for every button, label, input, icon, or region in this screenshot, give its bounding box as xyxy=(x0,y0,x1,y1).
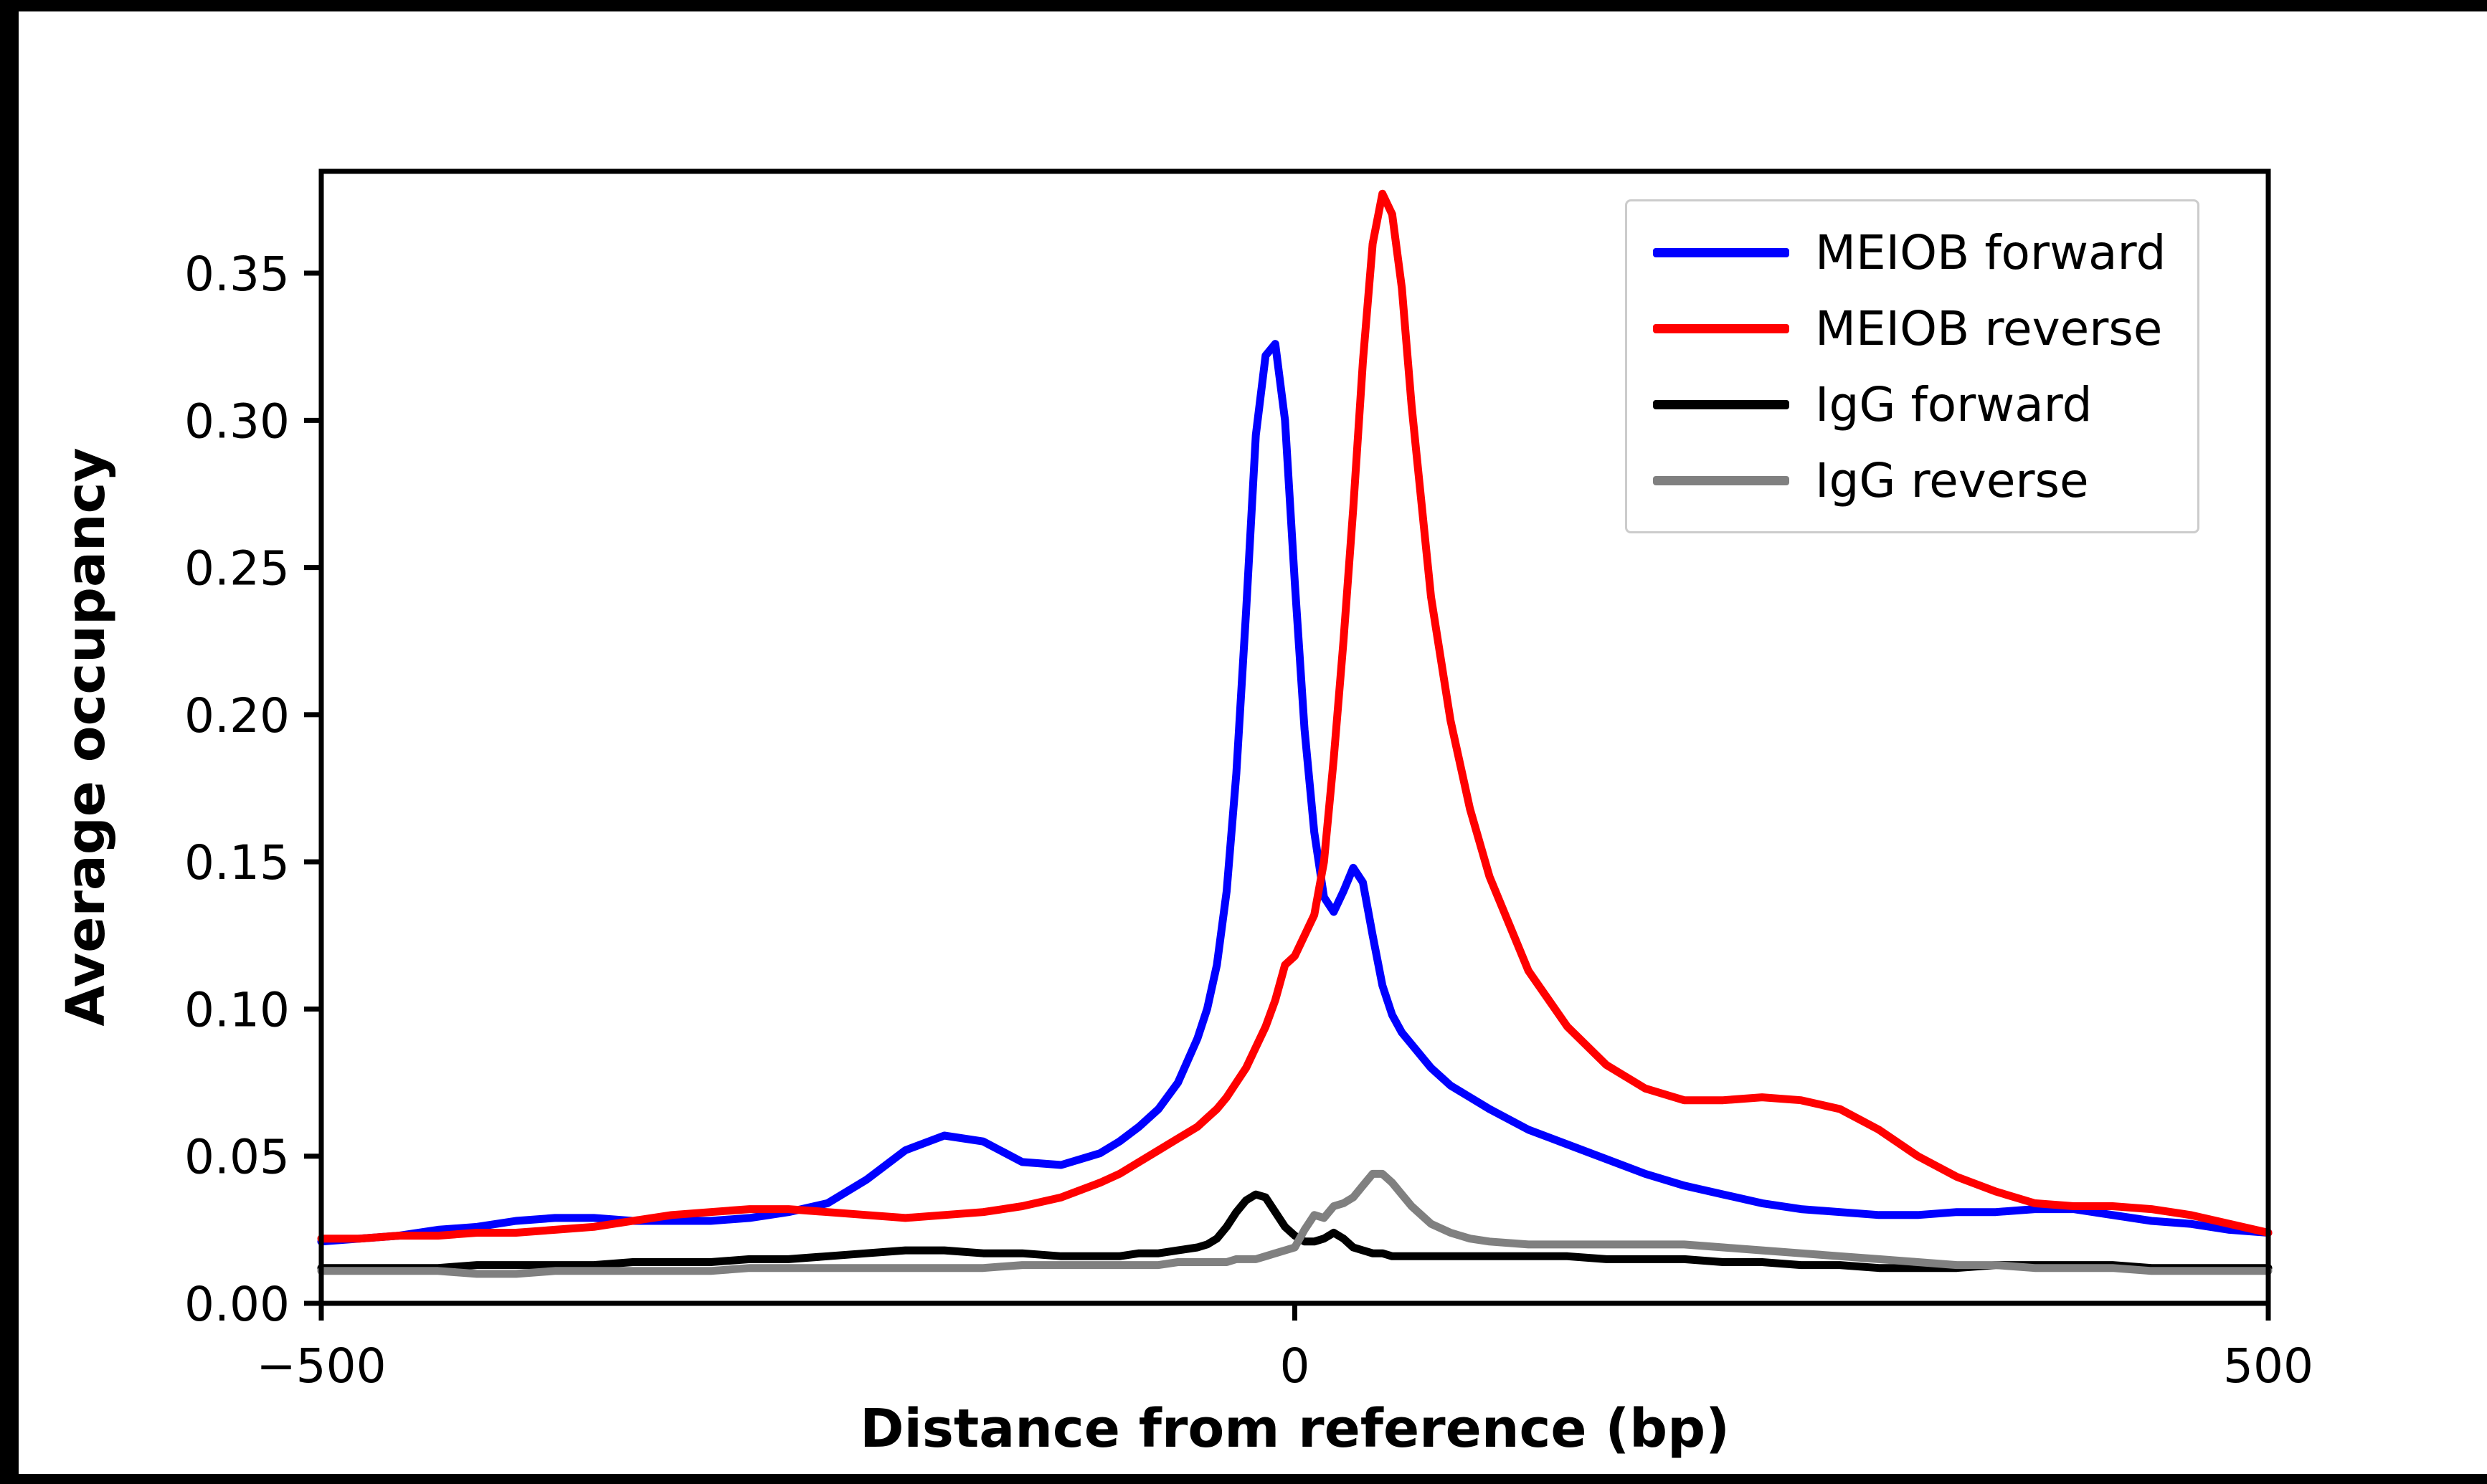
legend-swatch-igg-reverse xyxy=(1653,475,1789,485)
y-tick-label: 0.15 xyxy=(184,835,290,890)
legend-swatch-meiob-reverse xyxy=(1653,323,1789,333)
x-tick-label: 500 xyxy=(2223,1338,2313,1394)
legend-label: MEIOB forward xyxy=(1815,224,2166,280)
y-axis-title: Average occupancy xyxy=(55,447,117,1027)
series-igg-forward xyxy=(317,1190,2273,1273)
y-tick-label: 0.10 xyxy=(184,982,290,1037)
legend-item-igg-forward: IgG forward xyxy=(1653,375,2166,434)
y-tick-label: 0.05 xyxy=(184,1130,290,1185)
screen-edge-left xyxy=(0,0,19,1484)
screen-edge-bottom xyxy=(0,1474,2487,1484)
x-axis-title: Distance from reference (bp) xyxy=(860,1398,1730,1460)
legend-item-igg-reverse: IgG reverse xyxy=(1653,451,2166,510)
legend-label: IgG reverse xyxy=(1815,452,2089,508)
y-tick-label: 0.35 xyxy=(184,247,290,302)
y-tick-label: 0.25 xyxy=(184,541,290,596)
y-tick-label: 0.20 xyxy=(184,688,290,743)
legend-swatch-igg-forward xyxy=(1653,399,1789,409)
y-tick-label: 0.30 xyxy=(184,394,290,449)
legend-label: IgG forward xyxy=(1815,376,2093,432)
legend-swatch-meiob-forward xyxy=(1653,247,1789,257)
series-meiob-reverse xyxy=(317,189,2273,1243)
legend: MEIOB forward MEIOB reverse IgG forward IgG… xyxy=(1625,199,2200,533)
series-igg-reverse xyxy=(317,1169,2273,1278)
y-tick-label: 0.00 xyxy=(184,1277,290,1332)
x-tick-label: −500 xyxy=(256,1338,386,1394)
legend-label: MEIOB reverse xyxy=(1815,300,2163,356)
x-tick-label: 0 xyxy=(1280,1338,1310,1394)
legend-item-meiob-reverse: MEIOB reverse xyxy=(1653,299,2166,358)
screen-edge-top xyxy=(0,0,2487,11)
legend-item-meiob-forward: MEIOB forward xyxy=(1653,223,2166,282)
